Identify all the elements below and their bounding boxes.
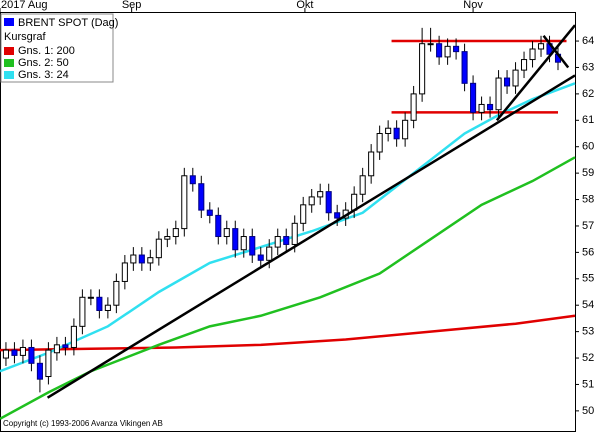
legend-swatch xyxy=(4,47,14,55)
candle-body xyxy=(393,127,400,140)
candle-body xyxy=(28,346,35,364)
candle-body xyxy=(274,236,281,248)
candle-body xyxy=(325,191,332,214)
candle-body xyxy=(232,228,239,251)
candle-body xyxy=(147,257,154,264)
legend-swatch xyxy=(4,59,14,67)
y-tick-label: 59 xyxy=(582,167,594,179)
candle-body xyxy=(436,43,443,58)
candle-body xyxy=(172,228,179,238)
candle-body xyxy=(308,196,315,206)
legend-swatch xyxy=(4,71,14,79)
candle-body xyxy=(257,254,264,261)
candle-body xyxy=(444,45,451,58)
y-tick-label: 64 xyxy=(582,35,594,47)
candle-body xyxy=(249,236,256,256)
candle-body xyxy=(198,183,205,211)
candle-body xyxy=(62,344,69,348)
candle-body xyxy=(504,77,511,87)
candle-body xyxy=(113,280,120,306)
candle-body xyxy=(376,133,383,153)
x-tick-label: Okt xyxy=(296,0,313,11)
candle-body xyxy=(317,191,324,198)
y-tick-label: 56 xyxy=(582,246,594,258)
candle-body xyxy=(2,349,9,359)
candle-body xyxy=(121,262,128,282)
candle-body xyxy=(164,236,171,240)
candle-body xyxy=(529,48,536,61)
candle-body xyxy=(181,175,188,230)
candle-body xyxy=(495,77,502,111)
legend-subtitle: Kursgraf xyxy=(4,31,47,43)
legend-box xyxy=(0,13,114,83)
candle-body xyxy=(45,349,52,378)
candle-body xyxy=(427,43,434,46)
legend-title: BRENT SPOT (Dag) xyxy=(18,17,118,29)
candle-body xyxy=(130,254,137,264)
candle-body xyxy=(206,209,213,216)
candle-body xyxy=(79,296,86,327)
legend-label: Gns. 1: 200 xyxy=(18,45,75,57)
candle-body xyxy=(104,304,111,311)
candle-body xyxy=(291,222,298,245)
candle-body xyxy=(53,344,60,354)
candle-body xyxy=(470,82,477,113)
candle-body xyxy=(402,119,409,140)
candle-body xyxy=(266,246,273,261)
legend-label: Gns. 3: 24 xyxy=(18,69,69,81)
candle-body xyxy=(512,69,519,87)
candle-body xyxy=(453,45,460,53)
candle-body xyxy=(155,238,162,259)
y-tick-label: 58 xyxy=(582,193,594,205)
legend-label: Gns. 2: 50 xyxy=(18,57,69,69)
x-tick-label: Nov xyxy=(463,0,483,11)
candle-body xyxy=(520,59,528,71)
y-tick-label: 53 xyxy=(582,326,594,338)
candle-body xyxy=(385,127,392,135)
candle-body xyxy=(537,43,545,50)
y-tick-label: 61 xyxy=(582,114,594,126)
candle-body xyxy=(96,296,103,311)
y-tick-label: 63 xyxy=(582,61,594,73)
trend-line xyxy=(46,74,576,399)
y-tick-label: 62 xyxy=(582,88,594,100)
candle-body xyxy=(283,236,290,245)
candle-body xyxy=(300,204,307,224)
candle-body xyxy=(410,93,417,121)
trend-line xyxy=(542,35,570,69)
candle-body xyxy=(487,103,494,111)
x-tick-label: 2017 Aug xyxy=(1,0,48,11)
x-tick-label: Sep xyxy=(122,0,142,11)
plot-area xyxy=(0,24,576,420)
candle-body xyxy=(19,346,26,356)
y-tick-label: 51 xyxy=(582,378,594,390)
legend-swatch xyxy=(4,18,14,26)
y-tick-label: 57 xyxy=(582,220,594,232)
candle-body xyxy=(240,236,247,251)
candle-body xyxy=(11,349,18,356)
candle-body xyxy=(478,103,485,113)
candle-body xyxy=(359,175,366,195)
y-tick-label: 54 xyxy=(582,299,594,311)
candle-body xyxy=(36,362,43,380)
candle-body xyxy=(351,193,358,211)
trend-line xyxy=(495,24,576,122)
candle-body xyxy=(138,254,145,264)
candle-body xyxy=(223,228,230,238)
copyright: Copyright (c) 1993-2006 Avanza Vikingen … xyxy=(3,419,163,428)
y-tick-label: 50 xyxy=(582,405,594,417)
candle-body xyxy=(368,151,375,177)
y-tick-label: 60 xyxy=(582,141,594,153)
y-tick-label: 55 xyxy=(582,273,594,285)
candle-body xyxy=(87,296,94,299)
y-tick-label: 52 xyxy=(582,352,594,364)
candle-body xyxy=(461,51,468,84)
candle-body xyxy=(334,212,341,219)
moving-average xyxy=(0,314,576,352)
candle-body xyxy=(419,43,426,95)
candle-body xyxy=(189,175,196,185)
candle-body xyxy=(70,325,77,348)
candle-body xyxy=(215,214,222,238)
